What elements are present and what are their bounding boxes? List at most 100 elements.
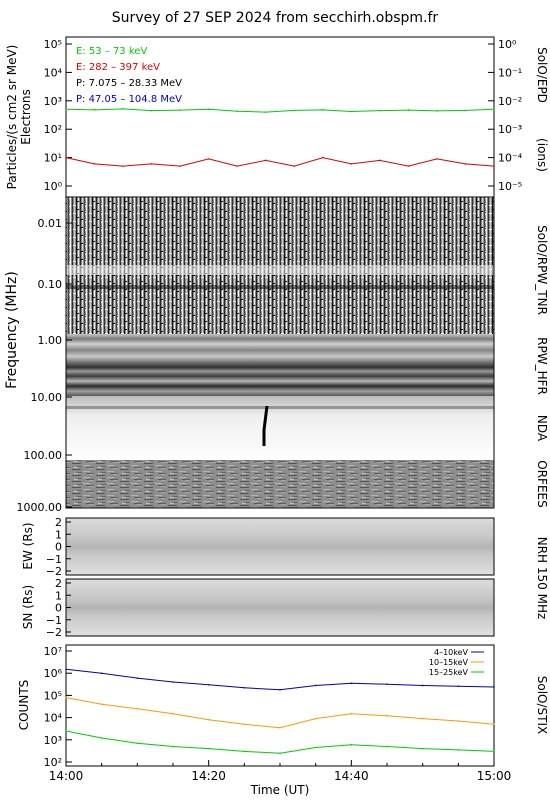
stix-point bbox=[136, 742, 139, 745]
nrh-ew-label: EW (Rs) bbox=[21, 522, 35, 569]
stix-point bbox=[386, 715, 388, 717]
epd-point bbox=[464, 109, 467, 112]
stix-point bbox=[421, 747, 424, 750]
stix-ticks: 10² 10³ 10⁴ 10⁵ 10⁶ 10⁷ bbox=[44, 645, 72, 769]
epd-right-tick-label: 10⁻⁴ bbox=[498, 152, 523, 165]
orfees-label: ORFEES bbox=[535, 460, 549, 507]
nrh-tick-label: 0 bbox=[55, 602, 62, 615]
epd-frame bbox=[65, 36, 495, 198]
epd-right-tick-label: 10⁻¹ bbox=[498, 66, 522, 79]
stix-point bbox=[243, 723, 246, 726]
epd-right-label-2: (ions) bbox=[535, 138, 549, 172]
epd-right-label-1: SolO/EPD bbox=[535, 47, 549, 103]
stix-point bbox=[493, 686, 495, 688]
stix-right-label: SolO/STIX bbox=[535, 676, 549, 735]
nrh-tick-label: −2 bbox=[46, 626, 62, 639]
epd-point bbox=[93, 109, 96, 111]
stix-point bbox=[172, 745, 174, 748]
stix-legend-2: 10–15keV bbox=[429, 658, 469, 667]
epd-point bbox=[179, 165, 181, 167]
epd-left-tick-label: 10³ bbox=[44, 95, 62, 108]
spectrogram-frame bbox=[65, 196, 495, 509]
stix-tick-label: 10⁵ bbox=[44, 689, 62, 702]
hfr-label: RPW_HFR bbox=[535, 337, 549, 395]
epd-legend-2: E: 282 – 397 keV bbox=[76, 62, 160, 73]
epd-right-tick-label: 10⁻² bbox=[498, 95, 522, 108]
figure-title: Survey of 27 SEP 2024 from secchirh.obsp… bbox=[112, 10, 439, 26]
epd-left-ticks: 10⁰ 10¹ 10² 10³ 10⁴ 10⁵ bbox=[44, 38, 72, 193]
epd-point bbox=[293, 165, 296, 167]
stix-point bbox=[100, 737, 103, 739]
stix-point bbox=[493, 723, 495, 726]
freq-tick-label: 10.00 bbox=[31, 391, 63, 404]
tnr-label: SolO/RPW_TNR bbox=[535, 225, 549, 315]
epd-line-1 bbox=[65, 108, 495, 113]
nrh-tick-label: −1 bbox=[46, 553, 62, 566]
epd-point bbox=[493, 165, 495, 167]
nrh-tick-label: 2 bbox=[55, 516, 62, 529]
stix-point bbox=[100, 703, 103, 706]
nda-burst bbox=[262, 405, 269, 446]
epd-line-2 bbox=[65, 157, 495, 167]
stix-legend-1: 4–10keV bbox=[434, 648, 469, 657]
epd-point bbox=[407, 109, 410, 111]
stix-point bbox=[421, 684, 424, 687]
stix-point bbox=[243, 750, 246, 753]
epd-point bbox=[322, 156, 324, 159]
stix-point bbox=[314, 746, 317, 749]
epd-point bbox=[179, 109, 181, 111]
epd-legend-1: E: 53 – 73 keV bbox=[76, 46, 147, 57]
epd-point bbox=[379, 109, 381, 112]
epd-point bbox=[379, 159, 381, 162]
nrh-tick-label: 0 bbox=[55, 541, 62, 554]
nrh-tick-label: −1 bbox=[46, 614, 62, 627]
time-axis-ticks: 14:00 14:20 14:40 15:00 bbox=[49, 760, 512, 783]
stix-point bbox=[350, 682, 353, 685]
nrh-tick-label: −2 bbox=[46, 565, 62, 578]
epd-point bbox=[493, 108, 495, 111]
stix-point bbox=[207, 747, 210, 750]
time-tick-label: 14:20 bbox=[191, 769, 226, 783]
nrh-sn-map bbox=[65, 578, 495, 637]
epd-point bbox=[264, 111, 267, 113]
freq-tick-label: 0.01 bbox=[38, 217, 63, 230]
epd-point bbox=[293, 109, 296, 112]
freq-tick-label: 100.00 bbox=[24, 449, 63, 462]
epd-right-ticks: 10⁻⁵ 10⁻⁴ 10⁻³ 10⁻² 10⁻¹ 10⁰ bbox=[488, 38, 523, 193]
stix-point bbox=[279, 688, 281, 691]
stix-point bbox=[314, 717, 317, 720]
time-tick-label: 15:00 bbox=[477, 769, 512, 783]
stix-point bbox=[207, 684, 210, 686]
epd-point bbox=[65, 156, 67, 159]
epd-left-tick-label: 10⁰ bbox=[44, 180, 63, 193]
spectrogram-ticks: 0.01 0.10 1.00 10.00 100.00 1000.00 bbox=[17, 217, 72, 514]
epd-left-tick-label: 10¹ bbox=[44, 152, 62, 165]
stix-tick-label: 10⁴ bbox=[44, 712, 63, 725]
stix-point bbox=[457, 685, 460, 687]
stix-point bbox=[172, 681, 174, 683]
stix-point bbox=[457, 749, 460, 751]
stix-frame bbox=[65, 644, 495, 767]
stix-point bbox=[493, 750, 495, 753]
epd-left-tick-label: 10² bbox=[44, 123, 62, 136]
epd-point bbox=[65, 108, 67, 111]
nrh-sn-label: SN (Rs) bbox=[21, 585, 35, 629]
epd-point bbox=[122, 108, 124, 110]
stix-point bbox=[386, 745, 388, 748]
epd-point bbox=[350, 110, 353, 113]
stix-point bbox=[421, 717, 424, 720]
stix-legend-3: 15–25keV bbox=[429, 668, 469, 677]
hfr-spectrogram bbox=[66, 334, 494, 396]
epd-ylabel-1: Particles/(s cm2 sr MeV) bbox=[5, 45, 19, 190]
epd-point bbox=[350, 163, 353, 165]
stix-point bbox=[457, 720, 460, 722]
epd-right-tick-label: 10⁻⁵ bbox=[498, 180, 522, 193]
nrh-tick-label: 1 bbox=[55, 528, 62, 541]
stix-point bbox=[65, 696, 67, 699]
nrh-tick-label: 2 bbox=[55, 577, 62, 590]
epd-legend-4: P: 47.05 – 104.8 MeV bbox=[76, 94, 182, 105]
epd-point bbox=[236, 165, 238, 167]
freq-tick-label: 1000.00 bbox=[17, 501, 63, 514]
epd-series bbox=[65, 108, 495, 167]
